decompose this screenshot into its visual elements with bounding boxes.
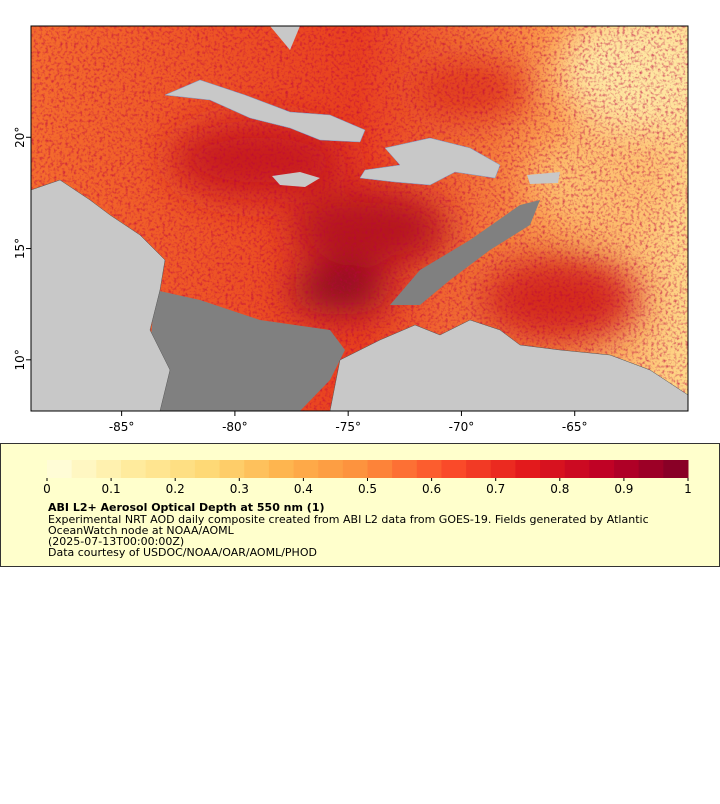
y-tick-label: 15°	[13, 238, 27, 259]
colorbar-swatch	[663, 460, 689, 478]
colorbar-swatch	[614, 460, 640, 478]
colorbar-swatch	[120, 460, 147, 478]
colorbar-swatch	[293, 460, 319, 478]
colorbar-swatch	[145, 460, 171, 478]
aod-field	[31, 26, 688, 411]
colorbar-title: ABI L2+ Aerosol Optical Depth at 550 nm …	[48, 501, 325, 514]
colorbar-swatch	[170, 460, 196, 478]
colorbar-swatch	[96, 460, 122, 478]
colorbar-tick-label: 0.2	[166, 482, 185, 496]
y-tick-label: 20°	[13, 127, 27, 148]
colorbar-swatch	[194, 460, 221, 478]
colorbar-swatch	[564, 460, 590, 478]
colorbar-tick-label: 0	[43, 482, 51, 496]
caption-line: Experimental NRT AOD daily composite cre…	[48, 513, 649, 526]
colorbar-swatch	[47, 460, 73, 478]
caption-line: (2025-07-13T00:00:00Z)	[48, 535, 184, 548]
colorbar-swatch	[219, 460, 245, 478]
caption-line: OceanWatch node at NOAA/AOML	[48, 524, 235, 537]
colorbar-tick-label: 0.3	[230, 482, 249, 496]
colorbar-swatch	[244, 460, 270, 478]
colorbar-swatch	[441, 460, 467, 478]
colorbar-swatch	[490, 460, 516, 478]
x-tick-label: -70°	[449, 420, 475, 434]
colorbar-tick-label: 0.5	[358, 482, 377, 496]
caption-line: Data courtesy of USDOC/NOAA/OAR/AOML/PHO…	[48, 546, 317, 559]
colorbar-tick-label: 0.4	[294, 482, 313, 496]
colorbar-swatch	[268, 460, 295, 478]
x-tick-label: -65°	[562, 420, 588, 434]
colorbar-swatch	[589, 460, 615, 478]
colorbar-tick-label: 0.9	[614, 482, 633, 496]
colorbar-swatch	[416, 460, 442, 478]
colorbar-tick-label: 1	[684, 482, 692, 496]
colorbar-swatch	[318, 460, 344, 478]
colorbar-tick-label: 0.7	[486, 482, 505, 496]
x-tick-label: -85°	[109, 420, 135, 434]
colorbar-swatch	[638, 460, 664, 478]
x-tick-label: -75°	[335, 420, 361, 434]
colorbar-swatch	[71, 460, 97, 478]
colorbar-swatch	[466, 460, 492, 478]
colorbar-tick-label: 0.6	[422, 482, 441, 496]
colorbar-swatch	[515, 460, 541, 478]
colorbar-tick-label: 0.8	[550, 482, 569, 496]
colorbar-swatch	[392, 460, 418, 478]
colorbar-swatch	[342, 460, 368, 478]
y-tick-label: 10°	[13, 349, 27, 370]
colorbar-swatch	[540, 460, 566, 478]
colorbar-swatch	[367, 460, 393, 478]
map-frame	[30, 25, 689, 412]
colorbar-tick-label: 0.1	[102, 482, 121, 496]
x-tick-label: -80°	[222, 420, 248, 434]
